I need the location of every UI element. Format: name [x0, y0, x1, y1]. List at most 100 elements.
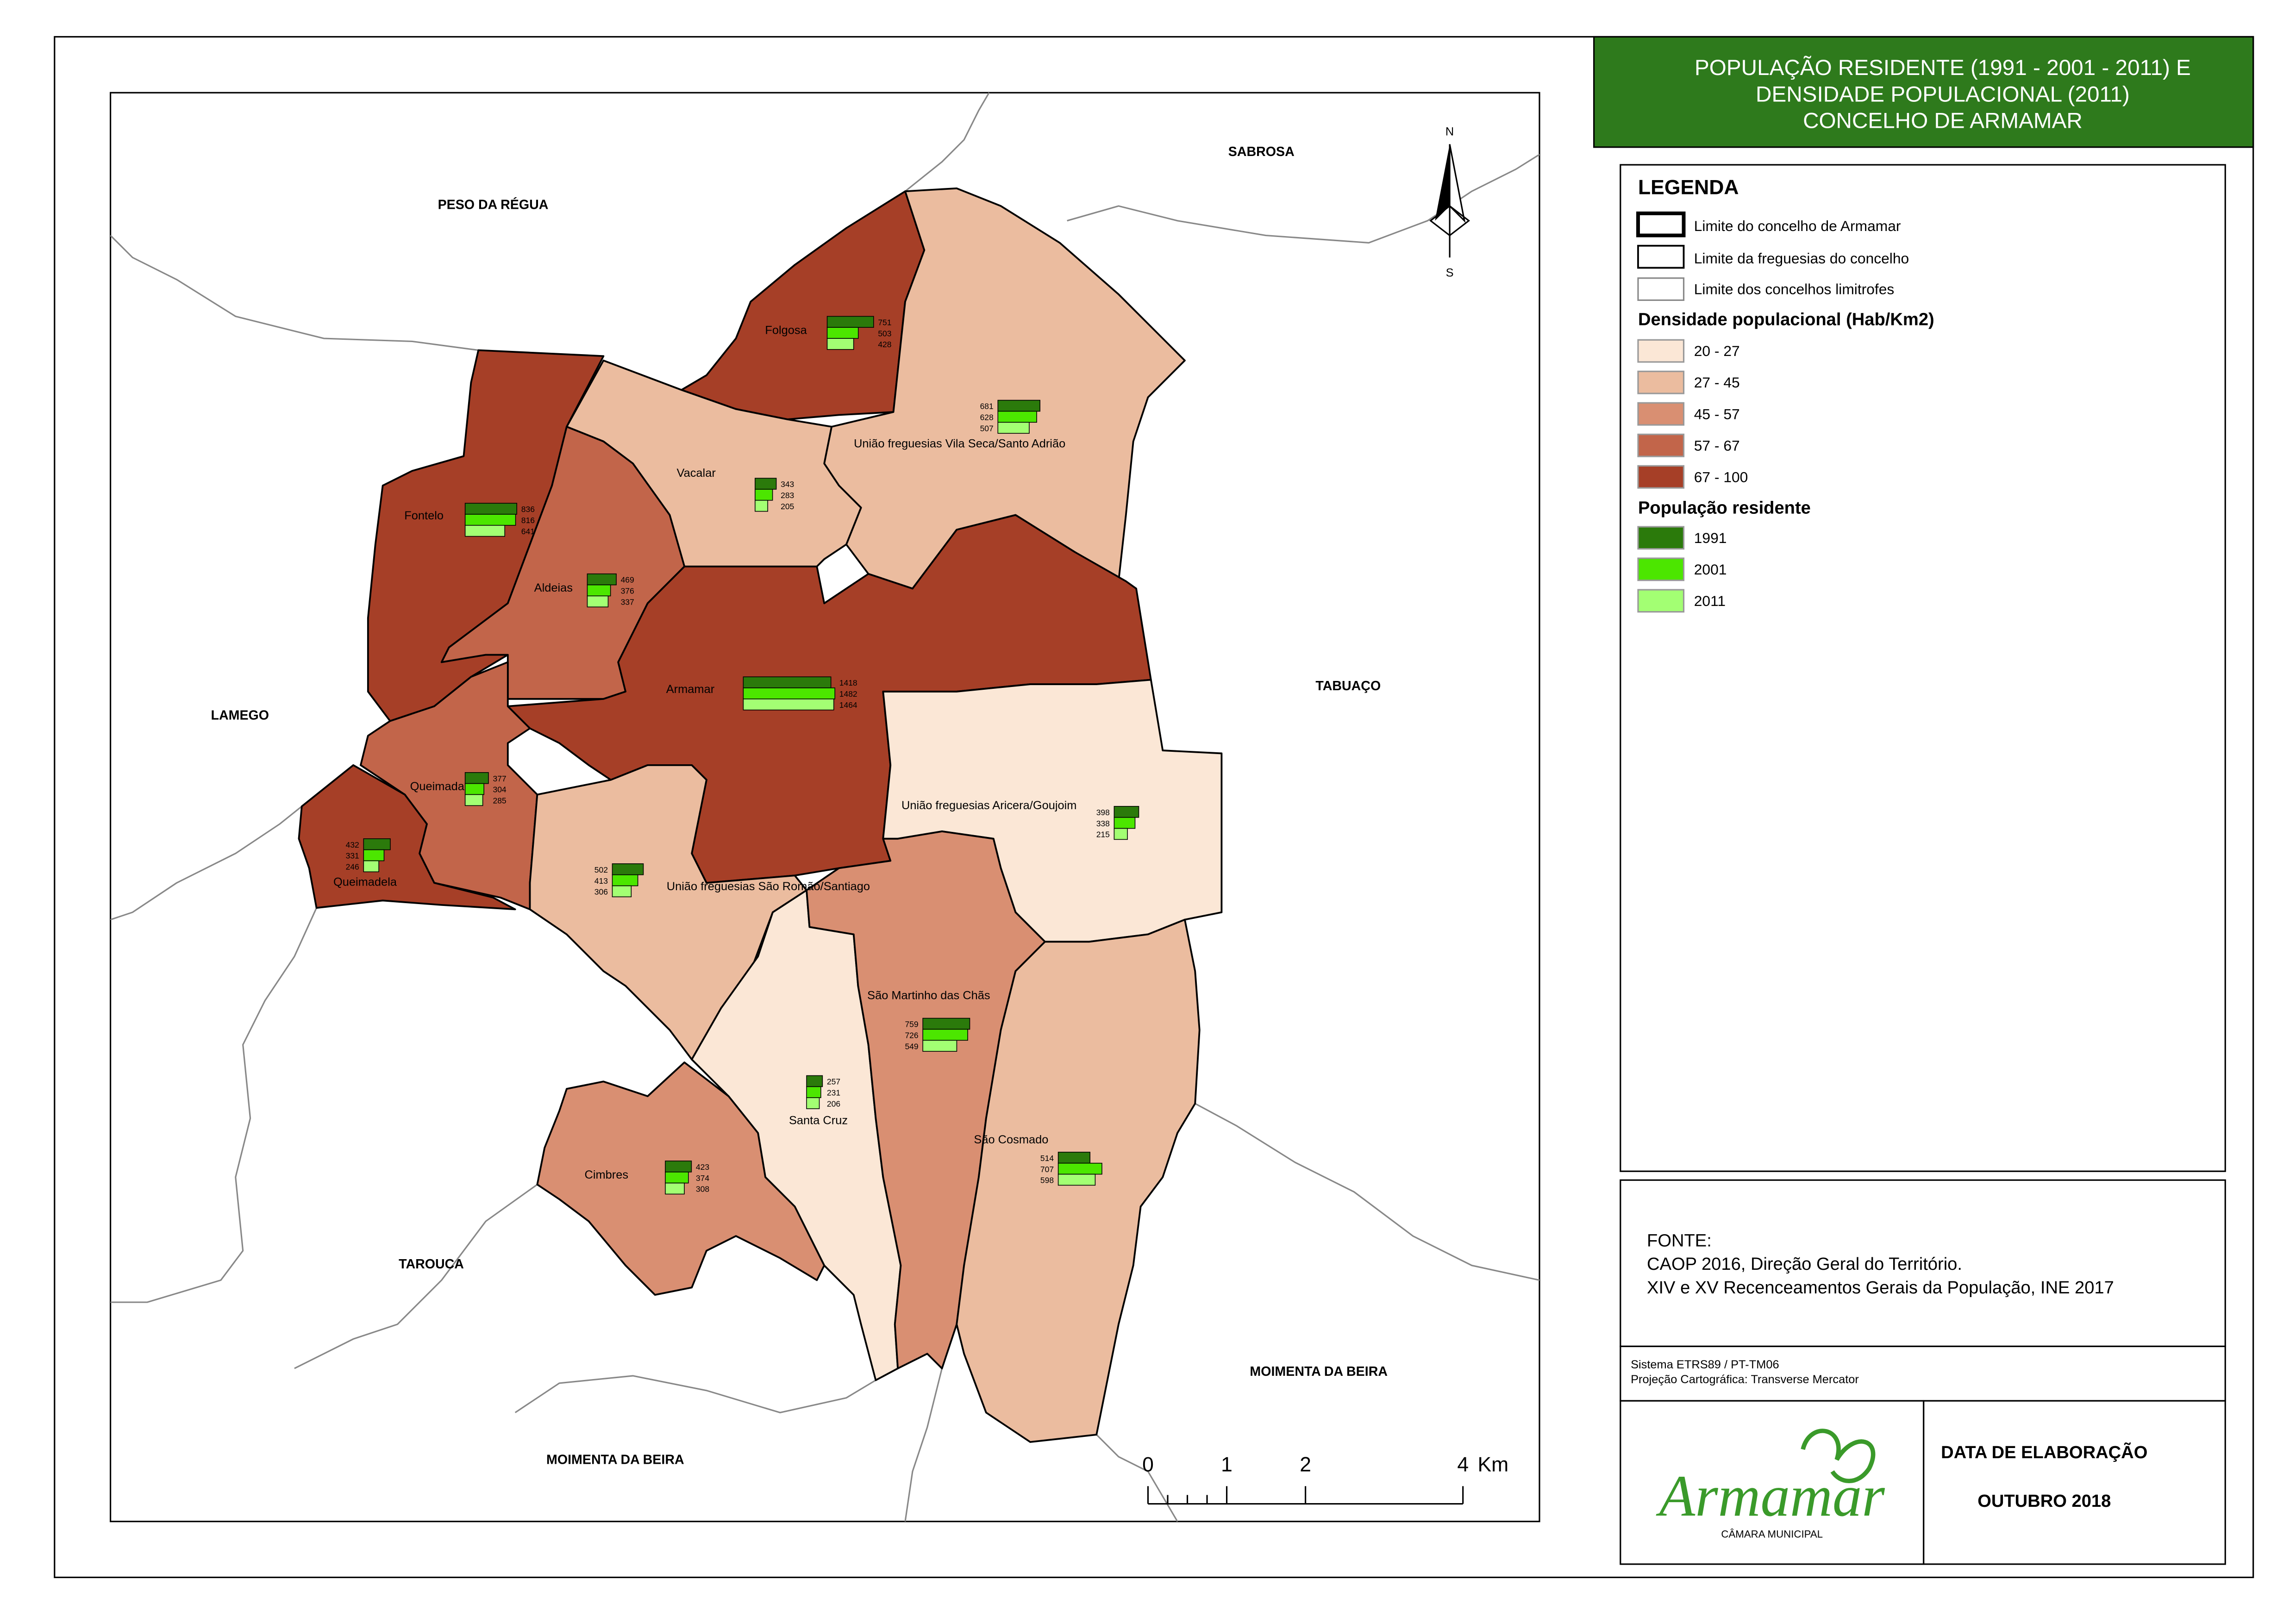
population-bar: [587, 595, 609, 607]
legend-subtitle: Densidade populacional (Hab/Km2): [1638, 309, 1934, 329]
legend-label: 67 - 100: [1694, 468, 1748, 485]
scale-bar: 0 1 2 4 Km: [1142, 1454, 1508, 1505]
population-label: 503: [878, 329, 891, 338]
legend-swatch: [1637, 339, 1685, 363]
legend-swatch: [1637, 277, 1685, 301]
population-label: 374: [696, 1174, 709, 1183]
scale-label: 1: [1221, 1454, 1232, 1476]
population-bar: [997, 400, 1040, 412]
legend-title: LEGENDA: [1638, 176, 1739, 199]
legend-label: 27 - 45: [1694, 374, 1740, 391]
population-label: 681: [980, 402, 994, 411]
population-label: 308: [696, 1185, 709, 1194]
population-bar: [826, 316, 874, 328]
population-label: 707: [1040, 1165, 1054, 1174]
population-bar: [806, 1075, 823, 1087]
population-bar: [997, 422, 1030, 434]
population-bar: [464, 524, 505, 537]
legend-label: 1991: [1694, 530, 1727, 546]
source-line: CAOP 2016, Direção Geral do Território.: [1647, 1254, 1962, 1274]
legend-swatch: [1637, 433, 1685, 457]
projection-line: Projeção Cartográfica: Transverse Mercat…: [1631, 1373, 1859, 1386]
parish-name: Santa Cruz: [789, 1114, 848, 1127]
population-bar: [922, 1029, 968, 1041]
sheet-border: [54, 36, 2254, 1579]
population-label: 432: [346, 840, 359, 849]
population-bar: [806, 1097, 820, 1109]
population-bar: [612, 874, 638, 886]
parish-name: União freguesias São Romão/Santiago: [667, 880, 870, 893]
date-title: DATA DE ELABORAÇÃO: [1941, 1442, 2147, 1462]
population-label: 502: [594, 865, 608, 874]
legend-label: 2001: [1694, 561, 1727, 578]
date-value: OUTUBRO 2018: [1977, 1491, 2111, 1511]
population-bars: Folgosa 751 503 428 União freguesias Vila Se…: [333, 316, 1139, 1195]
population-label: 376: [621, 587, 634, 596]
legend-swatch: [1637, 370, 1685, 394]
projection-line: Sistema ETRS89 / PT-TM06: [1631, 1358, 1779, 1371]
neighbor-label: SABROSA: [1228, 144, 1295, 159]
population-label: 469: [621, 575, 634, 585]
population-bar: [363, 849, 385, 861]
logo-heart: [1801, 1429, 1876, 1483]
population-bar: [922, 1040, 957, 1052]
population-bar: [464, 794, 483, 806]
parish-name: São Martinho das Chãs: [867, 989, 990, 1002]
neighbor-boundaries: [110, 92, 1540, 1522]
population-bar: [1057, 1162, 1102, 1175]
logo-subtitle: CÂMARA MUNICIPAL: [1721, 1529, 1823, 1540]
legend-label: Limite da freguesias do concelho: [1694, 250, 1909, 267]
legend-swatch: [1637, 557, 1685, 581]
population-label: 628: [980, 412, 994, 422]
population-bar: [464, 772, 489, 784]
arrow-right: [1449, 144, 1466, 223]
population-bar: [464, 783, 485, 795]
population-label: 338: [1096, 819, 1110, 828]
population-label: 423: [696, 1162, 709, 1172]
scale-label: 2: [1300, 1454, 1311, 1476]
population-label: 1482: [839, 689, 857, 699]
legend-label: 20 - 27: [1694, 343, 1740, 359]
neighbor-label: TAROUCA: [399, 1257, 464, 1272]
population-label: 1464: [839, 700, 857, 710]
population-label: 343: [781, 480, 794, 489]
population-label: 549: [905, 1042, 918, 1051]
population-bar: [665, 1171, 689, 1184]
title-box: [1593, 36, 2254, 148]
legend-subtitle: População residente: [1638, 498, 1811, 518]
population-label: 215: [1096, 830, 1110, 839]
population-label: 1418: [839, 678, 857, 687]
legend-swatch: [1636, 211, 1686, 237]
population-bar: [612, 863, 644, 875]
population-bar: [1114, 817, 1136, 829]
neighbor-label: LAMEGO: [211, 708, 269, 723]
population-bar: [755, 499, 768, 512]
population-bar: [464, 514, 516, 526]
population-bar: [363, 860, 379, 873]
parish-name: Aldeias: [534, 581, 573, 594]
legend-label: Limite dos concelhos limitrofes: [1694, 281, 1895, 298]
population-bar: [464, 503, 518, 515]
population-bar: [1057, 1174, 1096, 1186]
population-bar: [743, 687, 836, 699]
population-bar: [587, 584, 611, 597]
population-label: 205: [781, 502, 794, 511]
parish-name: Fontelo: [404, 509, 444, 522]
parish-name: Folgosa: [765, 324, 807, 337]
neighbor-label: PESO DA RÉGUA: [438, 196, 549, 212]
population-bar: [826, 327, 859, 339]
population-bar: [806, 1086, 821, 1099]
title-line: CONCELHO DE ARMAMAR: [1803, 109, 2083, 133]
source-title: FONTE:: [1647, 1230, 1712, 1250]
population-bar: [922, 1017, 970, 1030]
date-box: [1923, 1400, 2226, 1565]
population-label: 726: [905, 1031, 918, 1040]
legend-label: Limite do concelho de Armamar: [1694, 218, 1901, 234]
parish-name: Cimbres: [584, 1168, 628, 1181]
south-label: S: [1446, 267, 1454, 280]
title-line: POPULAÇÃO RESIDENTE (1991 - 2001 - 2011)…: [1695, 55, 2191, 80]
population-label: 398: [1096, 808, 1110, 817]
population-label: 507: [980, 424, 994, 433]
population-bar: [1057, 1152, 1091, 1164]
